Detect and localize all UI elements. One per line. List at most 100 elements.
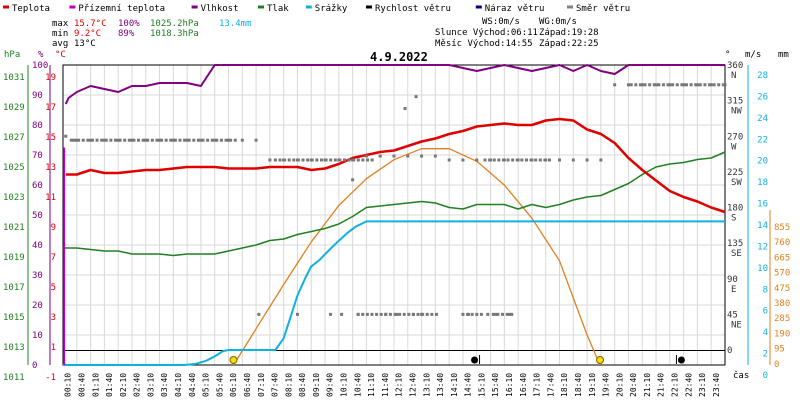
wind-direction-point (95, 138, 99, 142)
ms-tick-label: 12 (757, 242, 768, 252)
dir-tick-label: NE (731, 320, 742, 330)
degc-tick-label: 19 (45, 73, 56, 83)
series (63, 64, 727, 366)
degc-tick-label: -1 (45, 373, 56, 383)
wind-direction-point (146, 138, 150, 142)
degc-tick-label: 1 (51, 343, 56, 353)
wind-direction-point (375, 312, 379, 316)
ms-tick-label: 8 (763, 285, 768, 295)
wind-direction-point (510, 312, 514, 316)
x-tick-label: 21:10 (643, 373, 652, 397)
mm-tick-label: 285 (774, 314, 790, 324)
wind-direction-point (301, 158, 305, 162)
ms-tick-label: 20 (757, 157, 768, 167)
wind-direction-point (171, 138, 175, 142)
wind-direction-point (475, 158, 479, 162)
ms-tick-label: 22 (757, 135, 768, 145)
dir-tick-label: SE (731, 249, 742, 259)
legend-label: Vlhkost (201, 4, 239, 14)
pct-tick-label: 30 (32, 271, 43, 281)
wind-direction-point (657, 83, 661, 87)
wind-direction-point (571, 158, 575, 162)
wind-direction-point (185, 138, 189, 142)
x-tick-label: 10:10 (340, 373, 349, 397)
wind-direction-point (356, 158, 360, 162)
x-tick-label: 20:40 (629, 373, 638, 397)
x-tick-label: 06:40 (243, 373, 252, 397)
wind-direction-point (492, 158, 496, 162)
degc-tick-label: 9 (51, 223, 56, 233)
stat-temp: 15.7°C (74, 19, 107, 29)
wind-direction-point (295, 312, 299, 316)
x-tick-label: 10:40 (353, 373, 362, 397)
wind-direction-point (501, 312, 505, 316)
wind-direction-point (501, 158, 505, 162)
wind-direction-point (224, 138, 228, 142)
wind-direction-point (461, 158, 465, 162)
wind-direction-point (319, 158, 323, 162)
wind-direction-point (240, 138, 244, 142)
wind-direction-point (666, 83, 670, 87)
wind-direction-point (515, 158, 519, 162)
stat-humidity: 100% (118, 19, 140, 29)
x-tick-label: 09:40 (326, 373, 335, 397)
wind-direction-point (648, 83, 652, 87)
wind-direction-point (407, 312, 411, 316)
wind-direction-point (296, 158, 300, 162)
wind-direction-point (233, 138, 237, 142)
dir-tick-label: NW (731, 107, 742, 117)
x-tick-label: 04:10 (174, 373, 183, 397)
hpa-tick-label: 1015 (3, 313, 25, 323)
wind-direction-point (361, 312, 365, 316)
x-tick-label: 17:40 (546, 373, 555, 397)
sunset-icon (596, 356, 605, 364)
legend-label: Teplota (12, 4, 50, 14)
dir-tick-label: W (731, 142, 737, 152)
x-tick-label: 08:40 (298, 373, 307, 397)
hpa-tick-label: 1021 (3, 223, 25, 233)
dir-tick-label: SW (731, 178, 742, 188)
x-tick-label: 00:40 (77, 373, 86, 397)
info-sunset: Západ:19:28 (539, 28, 599, 38)
x-tick-label: 12:10 (395, 373, 404, 397)
wind-direction-point (278, 158, 282, 162)
ms-tick-label: 16 (757, 200, 768, 210)
hpa-tick-label: 1017 (3, 283, 25, 293)
x-tick-label: 22:40 (684, 373, 693, 397)
chart-title: 4.9.2022 (370, 50, 428, 64)
wind-direction-point (370, 312, 374, 316)
stat-row-label: avg (52, 39, 68, 49)
hpa-tick-label: 1011 (3, 373, 25, 383)
wind-direction-point (447, 158, 451, 162)
wind-direction-point (89, 138, 93, 142)
wind-direction-point (192, 138, 196, 142)
x-tick-label: 04:40 (188, 373, 197, 397)
wind-direction-point (534, 158, 538, 162)
stat-temp: 13°C (74, 39, 96, 49)
info-sunrise: Slunce Východ:06:11 (435, 28, 538, 38)
wind-direction-point (421, 312, 425, 316)
pct-tick-label: 40 (32, 241, 43, 251)
wind-direction-point (378, 154, 382, 158)
degc-tick-label: 11 (45, 193, 56, 203)
dir-tick-label: 135 (727, 239, 743, 249)
wind-direction-point (461, 312, 465, 316)
pct-tick-label: 100 (32, 61, 48, 71)
x-tick-label: 02:40 (133, 373, 142, 397)
hpa-tick-label: 1025 (3, 163, 25, 173)
wind-direction-point (721, 83, 725, 87)
wind-direction-point (199, 138, 203, 142)
stat-pressure: 1025.2hPa (150, 19, 199, 29)
pressure-line (63, 151, 726, 257)
pct-tick-label: 0 (32, 361, 37, 371)
wind-direction-point (150, 138, 154, 142)
wind-direction-point (420, 154, 424, 158)
x-tick-label: 16:40 (519, 373, 528, 397)
degc-tick-label: 3 (51, 313, 56, 323)
grid (62, 64, 726, 366)
wind-direction-point (116, 138, 120, 142)
legend-label: Srážky (315, 4, 348, 14)
wind-direction-point (479, 312, 483, 316)
wind-direction-point (511, 158, 515, 162)
